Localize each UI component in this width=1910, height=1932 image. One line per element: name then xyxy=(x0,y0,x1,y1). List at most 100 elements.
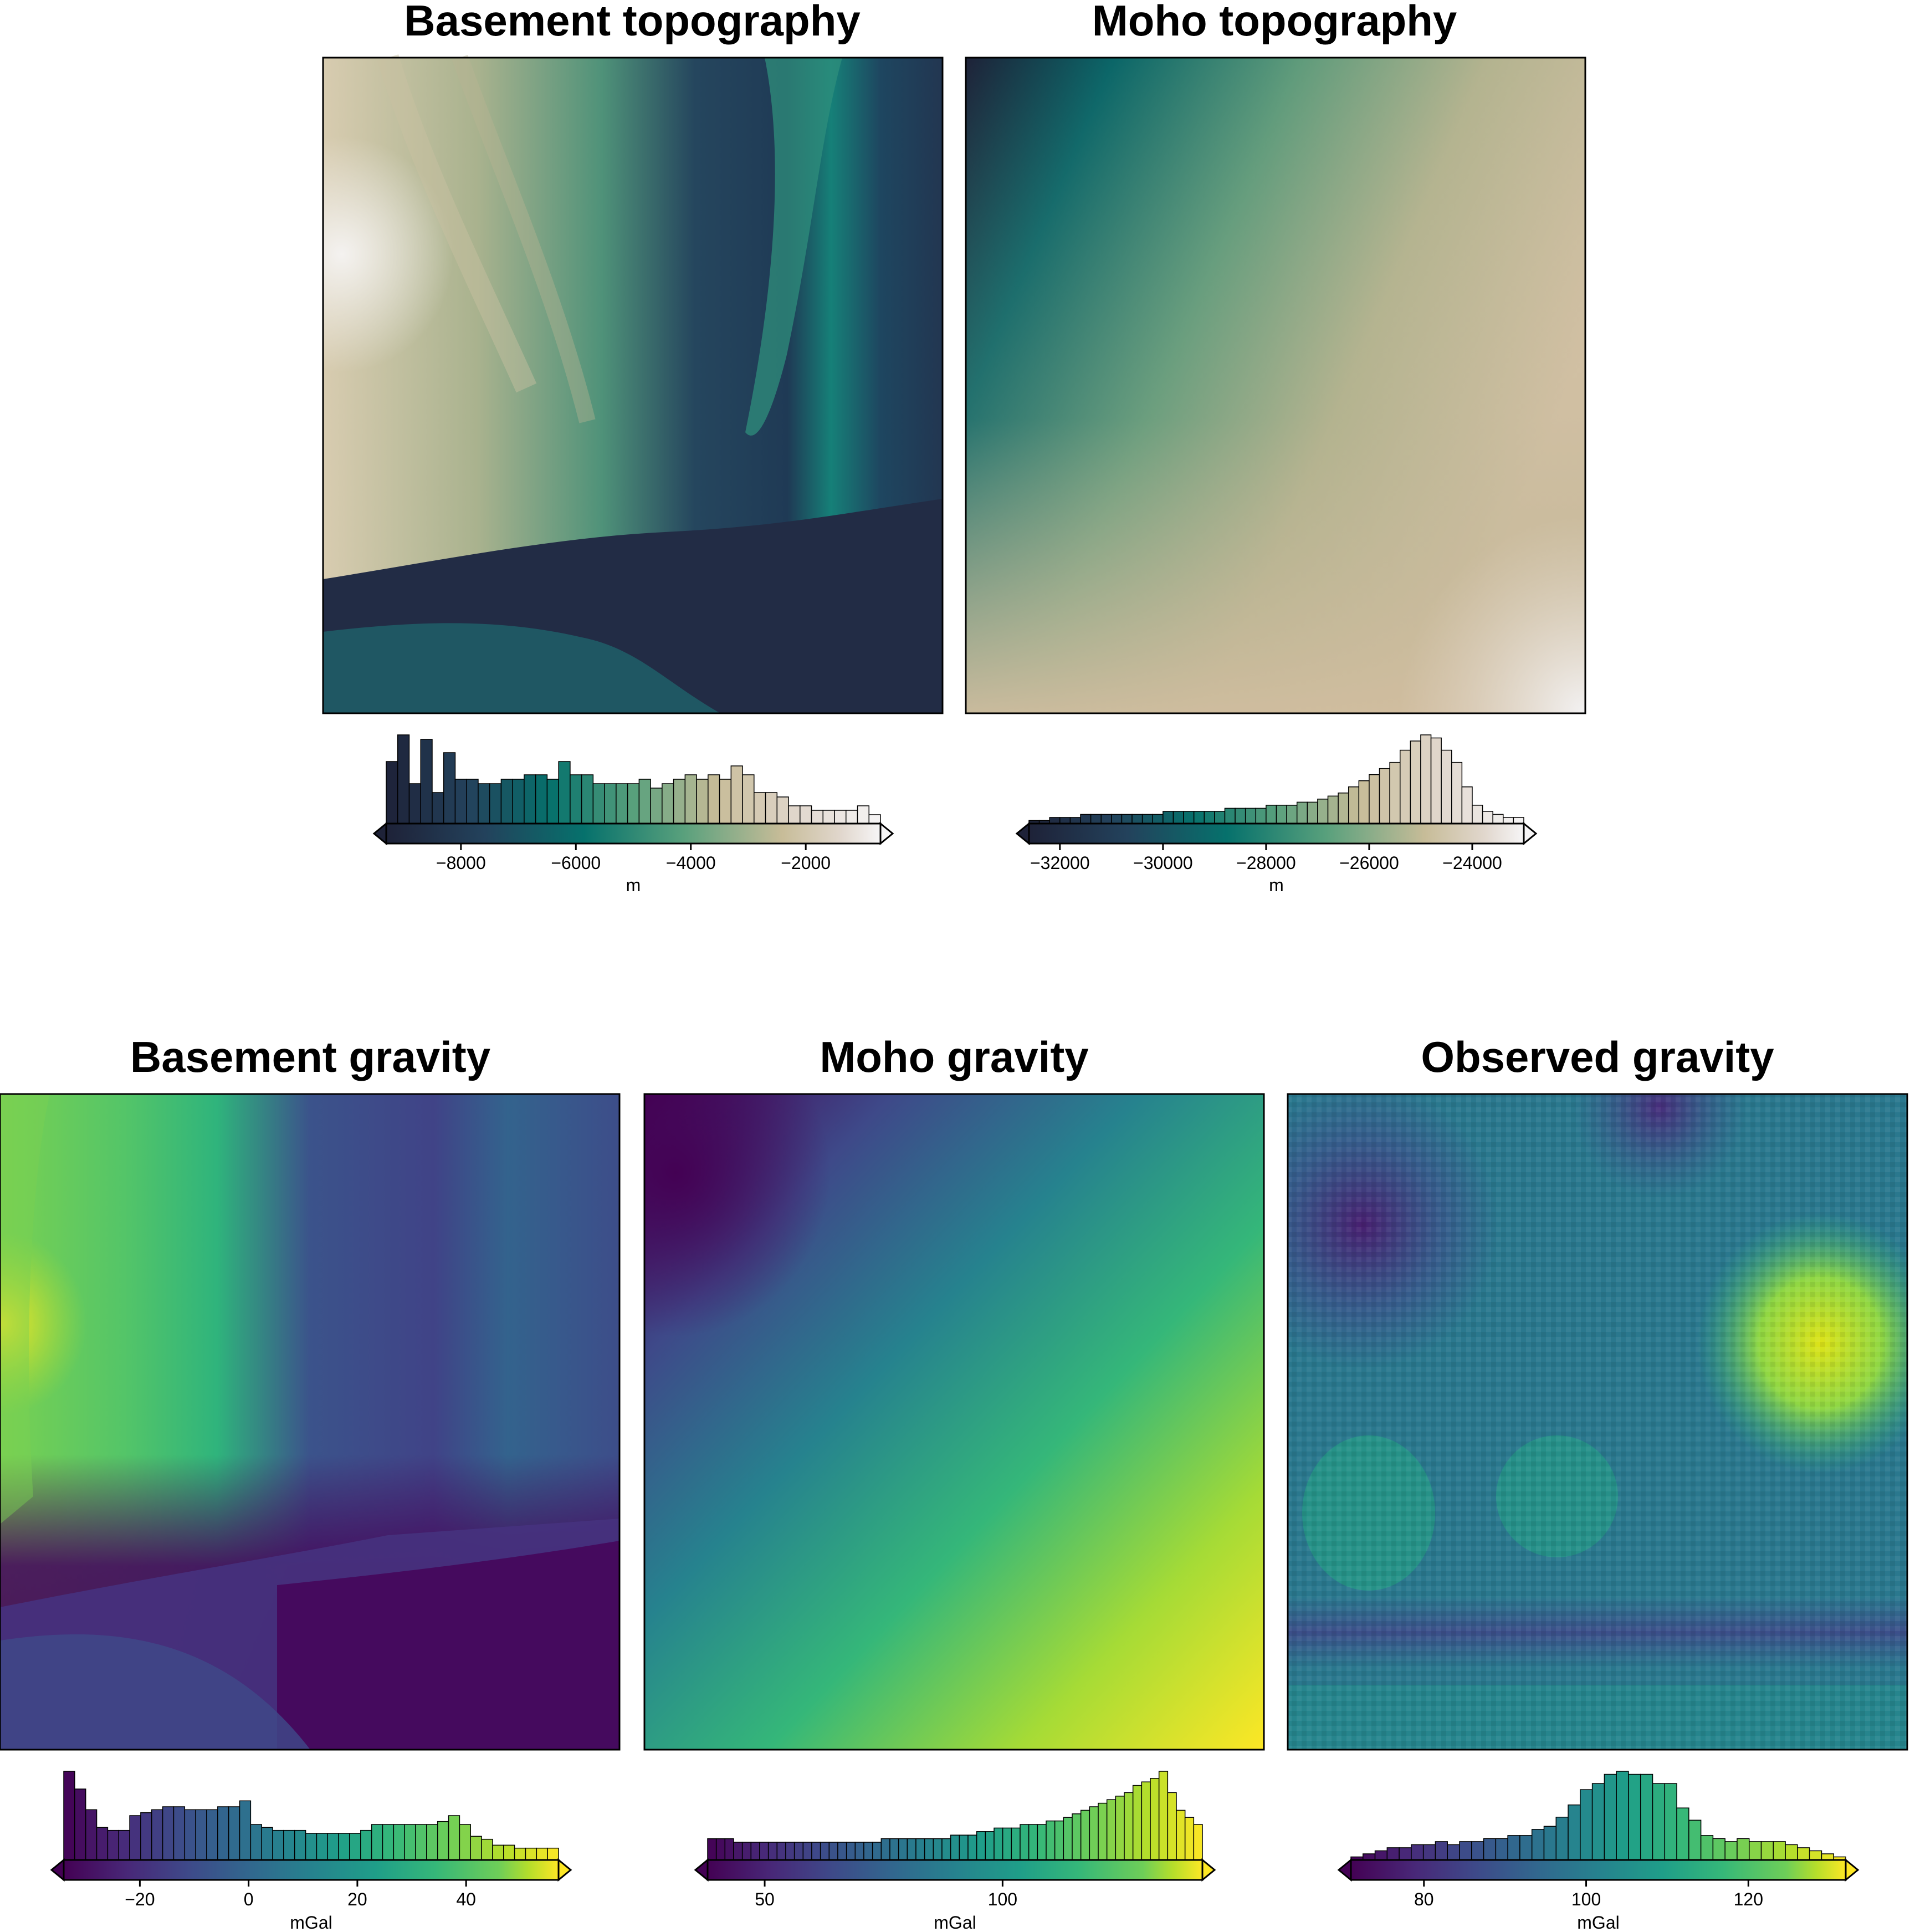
histogram-bar xyxy=(1049,817,1061,824)
histogram-bar xyxy=(107,1829,119,1861)
histogram-bar xyxy=(1459,1841,1472,1861)
histogram-bar xyxy=(715,1838,726,1861)
histogram-bar xyxy=(868,814,881,824)
map-frame xyxy=(965,57,1586,714)
histogram-bar xyxy=(933,1838,943,1861)
histogram-bar xyxy=(907,1838,916,1861)
histogram-bar xyxy=(1296,801,1308,824)
histogram-bar xyxy=(828,1842,838,1861)
histogram-bar xyxy=(228,1806,240,1861)
histogram-bar xyxy=(1011,1827,1021,1861)
histogram-bar xyxy=(492,1844,504,1861)
histogram-bar xyxy=(371,1824,383,1861)
histogram-bar xyxy=(1471,1841,1484,1861)
histogram-bar xyxy=(785,1842,795,1861)
histogram-bar xyxy=(151,1809,163,1861)
histogram-bar xyxy=(478,783,490,824)
histogram-bar xyxy=(1447,1844,1460,1861)
histogram-bar xyxy=(1150,1778,1160,1861)
histogram-bar xyxy=(1513,817,1524,824)
histogram-bar xyxy=(854,1842,864,1861)
histogram-bar xyxy=(129,1815,141,1861)
histogram-bar xyxy=(525,1847,537,1861)
histogram-bar xyxy=(1688,1819,1702,1861)
histogram-bar xyxy=(1069,817,1081,824)
histogram-bar xyxy=(1020,1824,1030,1861)
histogram-bar xyxy=(96,1827,109,1861)
colorbar-basement-gravity: −20 0 20 40 mGal xyxy=(50,1858,572,1932)
histogram-bar xyxy=(1410,740,1421,824)
histogram-bar xyxy=(820,1842,830,1861)
histogram-bar xyxy=(140,1812,152,1861)
histogram-bar xyxy=(1167,1792,1177,1861)
histogram-bar xyxy=(1163,811,1174,824)
colorbar-max-triangle xyxy=(1845,1858,1860,1882)
histogram-bar xyxy=(1628,1773,1641,1861)
colorbar-tick-label: 120 xyxy=(1734,1889,1763,1909)
histogram-bar xyxy=(443,752,456,824)
histogram-bar xyxy=(1604,1773,1617,1861)
colorbar-tick-label: 100 xyxy=(1571,1889,1601,1909)
histogram-bar xyxy=(1235,807,1246,824)
histogram-bar xyxy=(1430,737,1442,824)
histogram-bar xyxy=(1184,1817,1195,1861)
histogram-bar xyxy=(959,1834,969,1861)
histogram-bar xyxy=(1386,1847,1400,1861)
histogram-bar xyxy=(1158,1771,1169,1861)
histogram-bar xyxy=(63,1771,75,1861)
histogram-bar xyxy=(1389,761,1401,824)
histogram-bar xyxy=(592,783,605,824)
panel-title-basement-topography: Basement topography xyxy=(404,0,860,45)
histogram-observed-gravity xyxy=(1350,1771,1846,1861)
histogram-bar xyxy=(1400,749,1411,824)
histogram-bar xyxy=(1358,780,1370,824)
histogram-bar xyxy=(206,1809,218,1861)
colorbar-min-triangle xyxy=(694,1858,709,1882)
histogram-bar xyxy=(924,1838,934,1861)
colorbar-min-triangle xyxy=(372,821,387,846)
histogram-bar xyxy=(1141,1781,1151,1861)
histogram-bar xyxy=(1809,1850,1822,1861)
moho-topography-map xyxy=(966,58,1585,713)
histogram-bar xyxy=(811,810,824,824)
histogram-bar xyxy=(1080,814,1092,824)
histogram-bar xyxy=(489,783,502,824)
histogram-moho-topography xyxy=(1028,734,1524,824)
histogram-basement-topography xyxy=(386,734,881,824)
colorbar-max-triangle xyxy=(1523,821,1538,846)
histogram-bar xyxy=(1255,807,1267,824)
histogram-bar xyxy=(272,1829,284,1861)
histogram-bar xyxy=(173,1806,186,1861)
histogram-bar xyxy=(217,1806,229,1861)
histogram-bar xyxy=(1002,1827,1012,1861)
panel-basement-topography: Basement topography −8000 −6000 −4000 −2000… xyxy=(322,0,944,895)
histogram-bar xyxy=(316,1833,329,1861)
colorbar-unit-label: mGal xyxy=(1577,1913,1619,1932)
histogram-bar xyxy=(750,1842,760,1861)
colorbar-min-triangle xyxy=(50,1858,65,1882)
histogram-bar xyxy=(162,1806,175,1861)
histogram-bar xyxy=(742,774,755,824)
histogram-bar xyxy=(1028,1824,1038,1861)
colorbar-max-triangle xyxy=(557,1858,572,1882)
histogram-bar xyxy=(846,810,858,824)
histogram-bar xyxy=(1760,1841,1774,1861)
histogram-bar xyxy=(730,765,743,824)
histogram-bar xyxy=(74,1788,86,1861)
histogram-bar xyxy=(1519,1835,1533,1861)
histogram-bar xyxy=(1411,1844,1424,1861)
histogram-bar xyxy=(857,805,870,824)
histogram-bar xyxy=(1348,786,1360,824)
histogram-bar xyxy=(426,1824,438,1861)
colorbar-unit-label: mGal xyxy=(934,1913,976,1932)
histogram-bar xyxy=(1214,811,1226,824)
histogram-bar xyxy=(707,1838,717,1861)
histogram-bar xyxy=(1090,814,1102,824)
histogram-bar xyxy=(941,1838,951,1861)
colorbar-tick-label: 0 xyxy=(244,1889,254,1909)
histogram-bar xyxy=(305,1833,318,1861)
histogram-bar xyxy=(1046,1820,1056,1861)
histogram-bar xyxy=(1063,1817,1073,1861)
histogram-bar xyxy=(1492,814,1504,824)
histogram-bar xyxy=(889,1838,899,1861)
